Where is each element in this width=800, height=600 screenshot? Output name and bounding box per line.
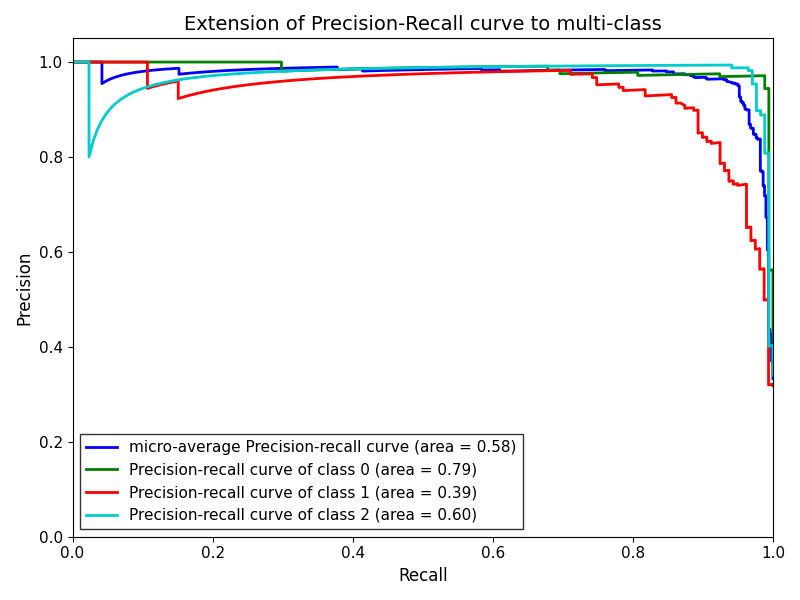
Precision-recall curve of class 0 (area = 0.79) xyxy=(285,67,294,74)
Precision-recall curve of class 2 (area = 0.60) xyxy=(418,64,427,71)
Precision-recall curve of class 1 (area = 0.39) xyxy=(142,58,152,65)
Precision-recall curve of class 0 (area = 0.79) xyxy=(207,58,217,65)
Precision-recall curve of class 1 (area = 0.39) xyxy=(742,217,751,224)
micro-average Precision-recall curve (area = 0.58) xyxy=(355,65,365,73)
Precision-recall curve of class 0 (area = 0.79) xyxy=(764,260,774,267)
Precision-recall curve of class 2 (area = 0.60) xyxy=(768,372,778,379)
Precision-recall curve of class 0 (area = 0.79) xyxy=(68,58,78,65)
Precision-recall curve of class 2 (area = 0.60) xyxy=(764,320,774,327)
micro-average Precision-recall curve (area = 0.58) xyxy=(68,58,78,65)
Line: micro-average Precision-recall curve (area = 0.58): micro-average Precision-recall curve (ar… xyxy=(73,62,773,379)
Line: Precision-recall curve of class 1 (area = 0.39): Precision-recall curve of class 1 (area … xyxy=(73,62,773,386)
Precision-recall curve of class 2 (area = 0.60) xyxy=(764,281,774,288)
Line: Precision-recall curve of class 2 (area = 0.60): Precision-recall curve of class 2 (area … xyxy=(73,62,773,376)
Precision-recall curve of class 2 (area = 0.60) xyxy=(747,78,757,85)
Precision-recall curve of class 0 (area = 0.79) xyxy=(158,58,167,65)
micro-average Precision-recall curve (area = 0.58) xyxy=(524,67,534,74)
micro-average Precision-recall curve (area = 0.58) xyxy=(762,224,772,232)
micro-average Precision-recall curve (area = 0.58) xyxy=(506,67,516,74)
micro-average Precision-recall curve (area = 0.58) xyxy=(766,352,776,359)
X-axis label: Recall: Recall xyxy=(398,567,447,585)
Precision-recall curve of class 1 (area = 0.39) xyxy=(755,251,765,259)
micro-average Precision-recall curve (area = 0.58) xyxy=(97,58,106,65)
Precision-recall curve of class 2 (area = 0.60) xyxy=(752,91,762,98)
Precision-recall curve of class 1 (area = 0.39) xyxy=(755,248,765,256)
Precision-recall curve of class 0 (area = 0.79) xyxy=(277,58,286,65)
Precision-recall curve of class 2 (area = 0.60) xyxy=(68,58,78,65)
micro-average Precision-recall curve (area = 0.58) xyxy=(768,375,778,382)
Precision-recall curve of class 0 (area = 0.79) xyxy=(760,80,770,87)
Precision-recall curve of class 1 (area = 0.39) xyxy=(455,69,465,76)
Precision-recall curve of class 2 (area = 0.60) xyxy=(84,58,94,65)
Precision-recall curve of class 1 (area = 0.39) xyxy=(768,382,778,389)
micro-average Precision-recall curve (area = 0.58) xyxy=(212,68,222,75)
Line: Precision-recall curve of class 0 (area = 0.79): Precision-recall curve of class 0 (area … xyxy=(73,62,773,374)
Precision-recall curve of class 0 (area = 0.79) xyxy=(768,371,778,378)
Precision-recall curve of class 1 (area = 0.39) xyxy=(733,180,742,187)
Precision-recall curve of class 1 (area = 0.39) xyxy=(116,58,126,65)
Title: Extension of Precision-Recall curve to multi-class: Extension of Precision-Recall curve to m… xyxy=(184,15,662,34)
Precision-recall curve of class 2 (area = 0.60) xyxy=(764,307,774,314)
Precision-recall curve of class 0 (area = 0.79) xyxy=(334,65,343,73)
Precision-recall curve of class 1 (area = 0.39) xyxy=(68,58,78,65)
Legend: micro-average Precision-recall curve (area = 0.58), Precision-recall curve of cl: micro-average Precision-recall curve (ar… xyxy=(80,434,522,529)
Y-axis label: Precision: Precision xyxy=(15,250,33,325)
